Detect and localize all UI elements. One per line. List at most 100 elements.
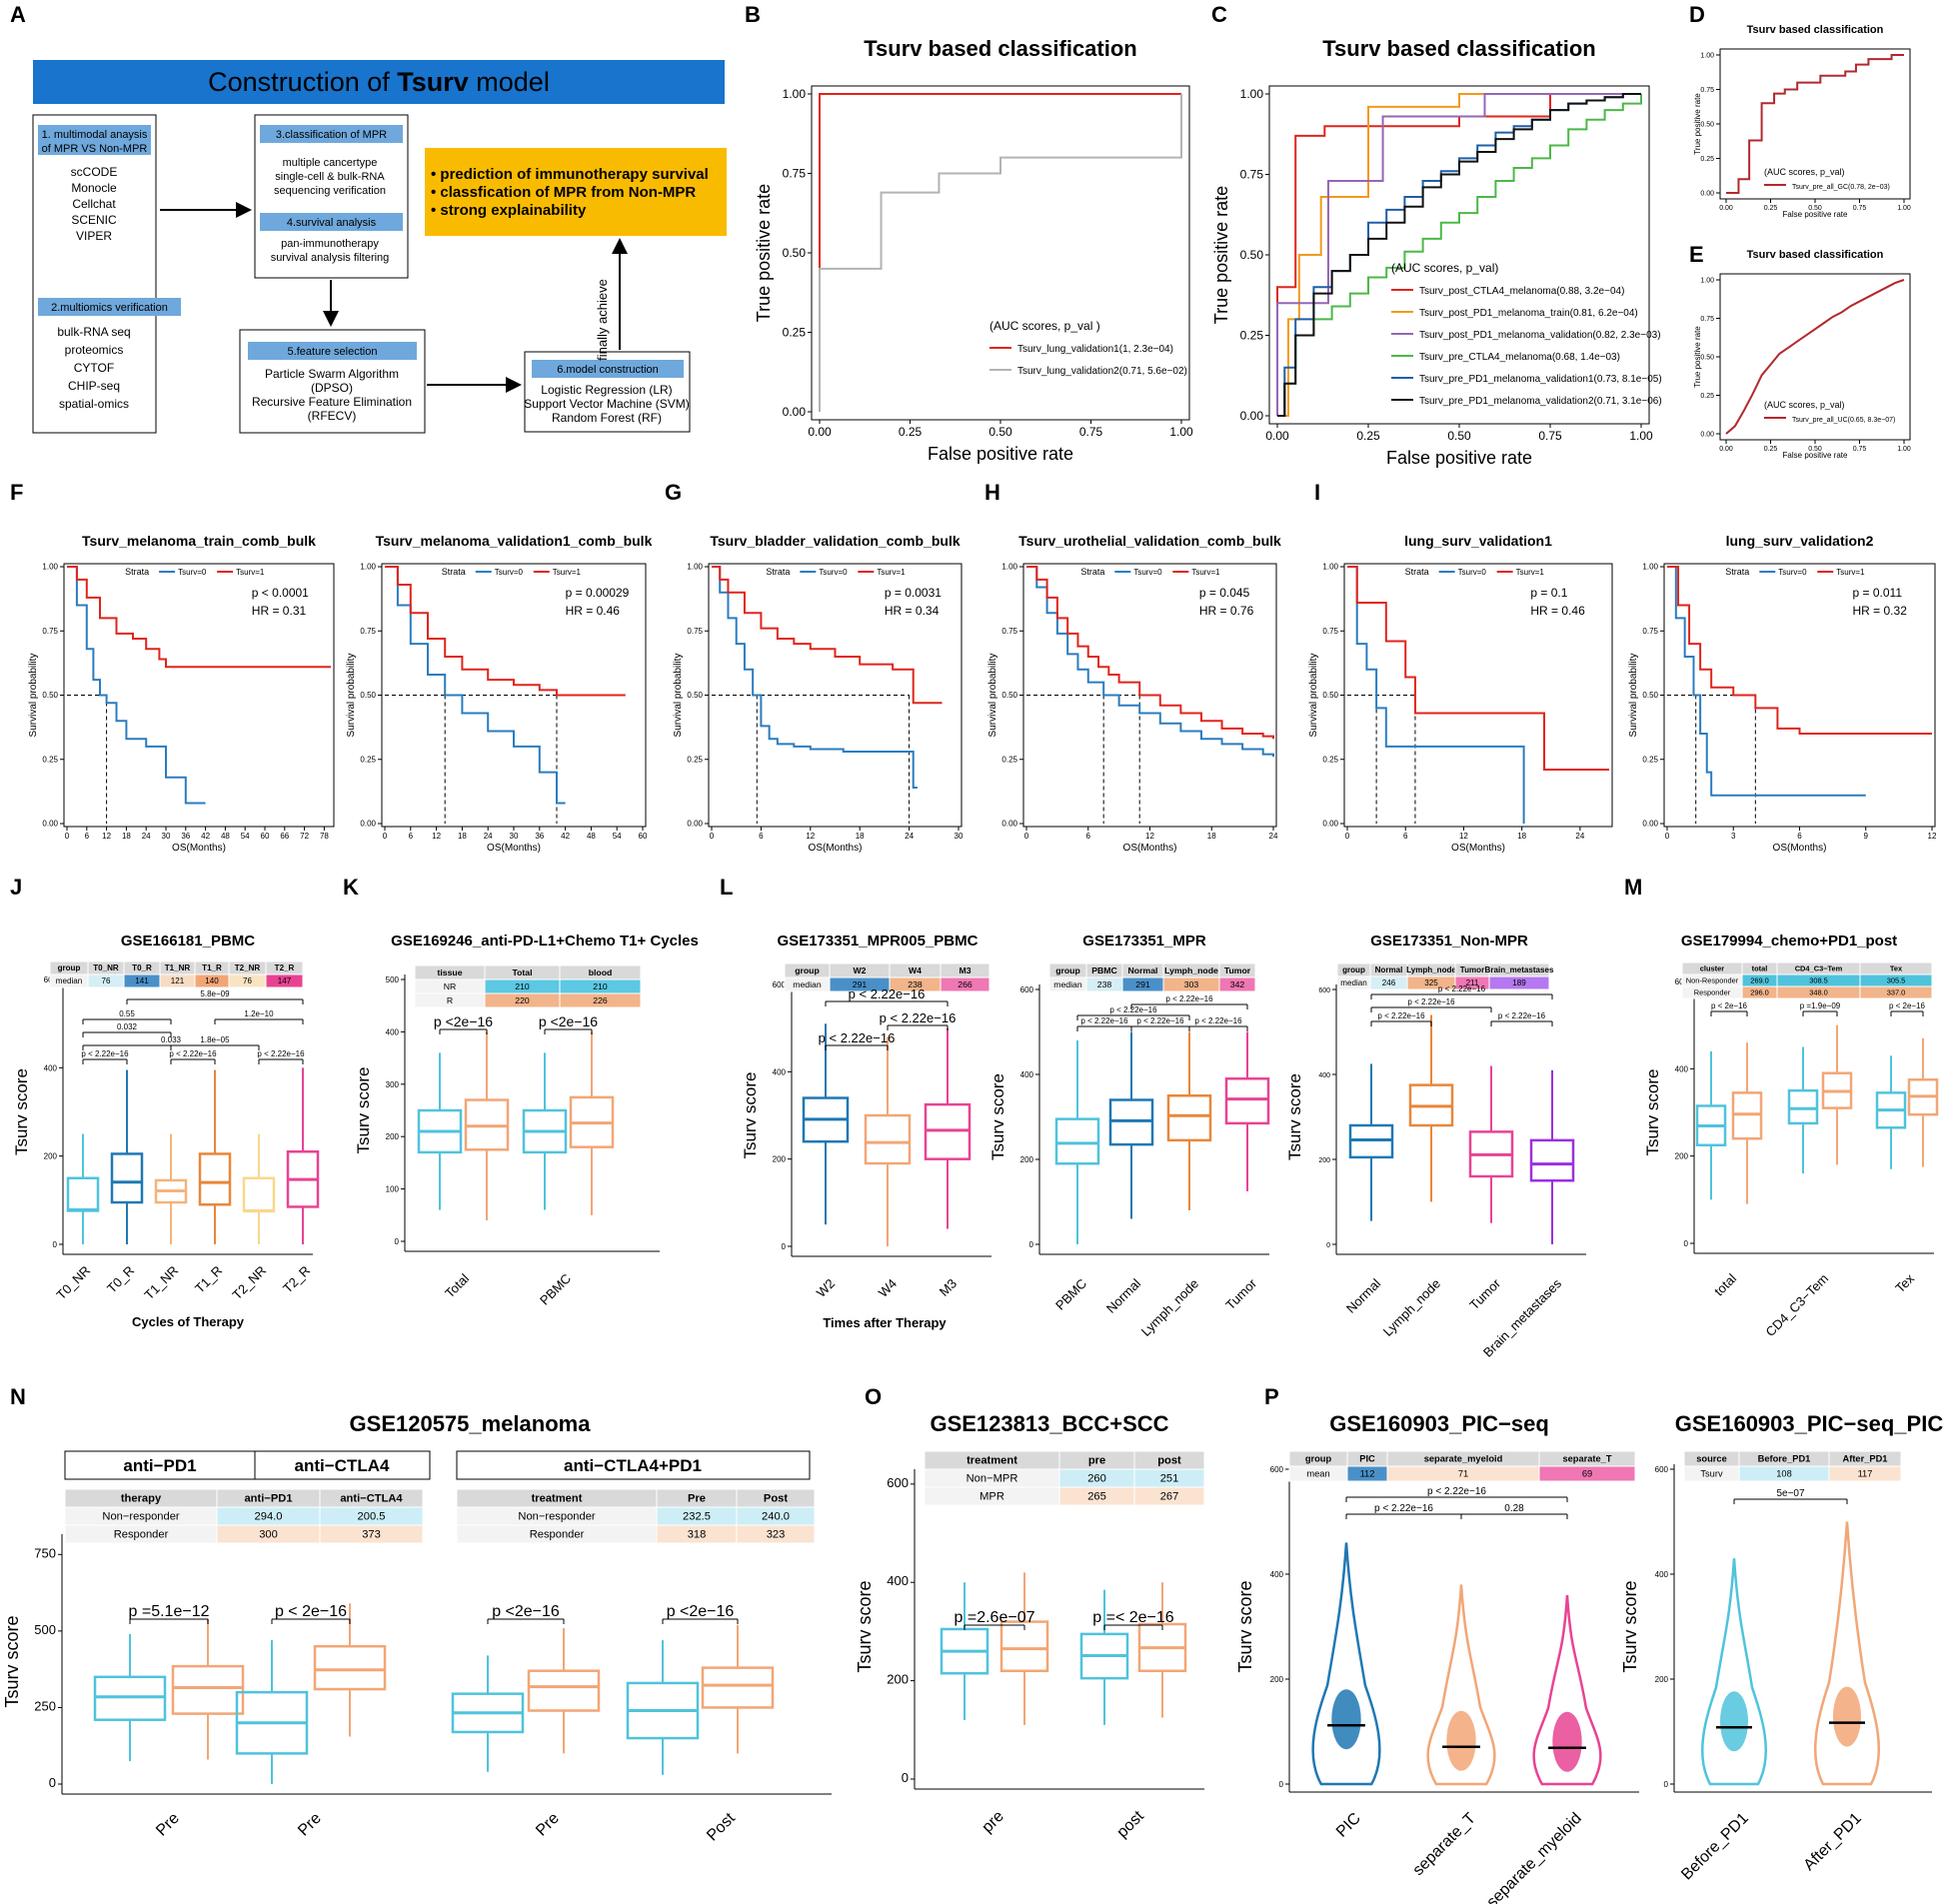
y-tick-label: 200 (1318, 1157, 1330, 1164)
box4-item: survival analysis filtering (271, 252, 390, 264)
chart-H: Tsurv_urothelial_validation_comb_bulk 0 6 1… (987, 533, 1281, 854)
sig-label: p < 2e−16 (1889, 1001, 1926, 1010)
table-value: 76 (102, 976, 111, 985)
box (527, 1669, 601, 1712)
panel-letter-n: N (10, 1384, 26, 1409)
box5-item: (DPSO) (311, 381, 353, 395)
x-tick-label: 1.00 (1897, 205, 1911, 212)
x-tick-label: 0 (383, 832, 388, 841)
goal-item: • strong explainability (431, 202, 587, 219)
panel-letter-b: B (745, 2, 761, 27)
y-tick-label: 400 (1318, 1072, 1330, 1079)
x-tick-label: 0.25 (1764, 205, 1778, 212)
table-value: mean (1306, 1469, 1329, 1479)
y-tick-label: 0.75 (1001, 627, 1017, 636)
x-tick-label: 3 (1731, 832, 1736, 841)
chart-title: GSE160903_PIC−seq (1329, 1411, 1549, 1436)
km-curve (1347, 566, 1525, 824)
x-tick-label: Lymph_node (1380, 1276, 1443, 1339)
legend-title: Strata (766, 567, 790, 577)
stat-table: group PBMC Normal Lymph_node Tumor median 238 2… (1048, 962, 1256, 992)
x-tick-label: Lymph_node (1138, 1276, 1201, 1339)
table-value: Non−MPR (967, 1473, 1018, 1485)
x-tick-label: 0.75 (1853, 205, 1867, 212)
table-header: group (1342, 965, 1365, 974)
x-tick-label: 0 (1024, 832, 1029, 841)
legend-label: Tsurv=1 (1516, 568, 1545, 577)
y-tick-label: 600 (887, 1475, 909, 1490)
table-header: Lymph_node (1164, 965, 1218, 975)
sig-label: p < 2.22e−16 (1080, 1016, 1128, 1025)
legend-label: Tsurv=1 (236, 568, 265, 577)
x-tick-label: 1.00 (1169, 425, 1193, 439)
violin-dense-core (1833, 1686, 1861, 1747)
table-header: Normal (1375, 965, 1403, 974)
y-axis-label: Survival probability (1308, 654, 1319, 738)
x-tick-label: 0.25 (1764, 446, 1778, 453)
table-value: 266 (958, 979, 973, 989)
y-tick-label: 0.75 (1700, 87, 1714, 94)
y-axis-label: Survival probability (346, 654, 357, 738)
chart-C: Tsurv based classification 0.00 0.25 0.50 0.… (1211, 36, 1662, 468)
sig-label: p < 2.22e−16 (1438, 984, 1486, 993)
facet-label: anti−PD1 (123, 1456, 196, 1475)
goals-box (425, 148, 727, 236)
panel-letter-a: A (10, 2, 26, 27)
table-header: T1_NR (165, 963, 191, 972)
x-tick-label: 0.75 (1079, 425, 1103, 439)
y-tick-label: 600 (1270, 1465, 1284, 1474)
y-tick-label: 200 (1675, 1152, 1689, 1161)
x-tick-label: 48 (221, 832, 230, 841)
y-tick-label: 0 (1326, 1242, 1330, 1249)
table-header: W4 (909, 965, 922, 975)
sig-label: p < 2.22e−16 (1498, 1011, 1546, 1020)
hazard-ratio: HR = 0.46 (566, 604, 621, 618)
y-tick-label: 400 (1675, 1064, 1689, 1073)
table-header: group (795, 965, 820, 975)
x-tick-label: Total (442, 1270, 472, 1300)
table-value: 238 (908, 979, 923, 989)
y-tick-label: 400 (887, 1573, 909, 1588)
hazard-ratio: HR = 0.46 (1530, 604, 1585, 618)
x-tick-label: separate_T (1410, 1810, 1479, 1879)
x-tick-label: 30 (510, 832, 519, 841)
table-header: Lymph_node (1406, 965, 1456, 974)
panel-letter-o: O (865, 1384, 882, 1409)
box (66, 1176, 100, 1212)
violin (1813, 1521, 1881, 1786)
x-tick-label: 0.50 (988, 425, 1012, 439)
chart-M: 0200400600GSE179994_chemo+PD1_postTsurv … (1643, 933, 1939, 1339)
x-tick-label: Pre (153, 1810, 183, 1840)
x-axis-label: False positive rate (928, 444, 1073, 464)
box (171, 1664, 245, 1715)
table-cell (319, 1524, 424, 1544)
x-tick-label: 42 (201, 832, 210, 841)
legend-label: Tsurv=0 (495, 568, 524, 577)
x-tick-label: 18 (122, 832, 131, 841)
table-value: 210 (593, 981, 608, 991)
y-tick-label: 400 (1020, 1070, 1034, 1079)
sig-label: p < 2.22e−16 (1165, 994, 1213, 1003)
chart-L1: 0 200 400 600 GSE173351_MPR005_PBMC Tsurv sco… (741, 933, 991, 1330)
p-value: p = 0.0031 (885, 586, 942, 600)
x-axis-label: OS(Months) (172, 843, 226, 854)
sig-label: p =1.9e−09 (1800, 1001, 1841, 1010)
table-value: NR (444, 981, 457, 991)
legend-label: Tsurv_pre_CTLA4_melanoma(0.68, 1.4e−03) (1419, 352, 1620, 363)
facet-strip (254, 1450, 431, 1480)
y-tick-label: 1.00 (1240, 87, 1264, 101)
y-tick-label: 0.00 (42, 820, 58, 829)
km-curve (712, 566, 943, 705)
x-tick-label: Tumor (1466, 1275, 1503, 1312)
table-header: Tex (1890, 963, 1903, 972)
box4-item: pan-immunotherapy (281, 238, 379, 250)
x-tick-label: 1.00 (1897, 446, 1911, 453)
x-tick-label: 12 (102, 832, 111, 841)
sig-label: p < 2.22e−16 (257, 1049, 305, 1058)
chart-I2: lung_surv_validation2 0 3 6 9 12 0.00 0.25 0.50 0… (1628, 533, 1937, 854)
y-axis-label: True positive rate (1211, 186, 1231, 324)
goal-item: • prediction of immunotherapy survival (431, 166, 709, 183)
box2-item: CYTOF (74, 361, 114, 375)
chart-F2: Tsurv_melanoma_validation1_comb_bulk 0 6 12… (346, 533, 653, 854)
